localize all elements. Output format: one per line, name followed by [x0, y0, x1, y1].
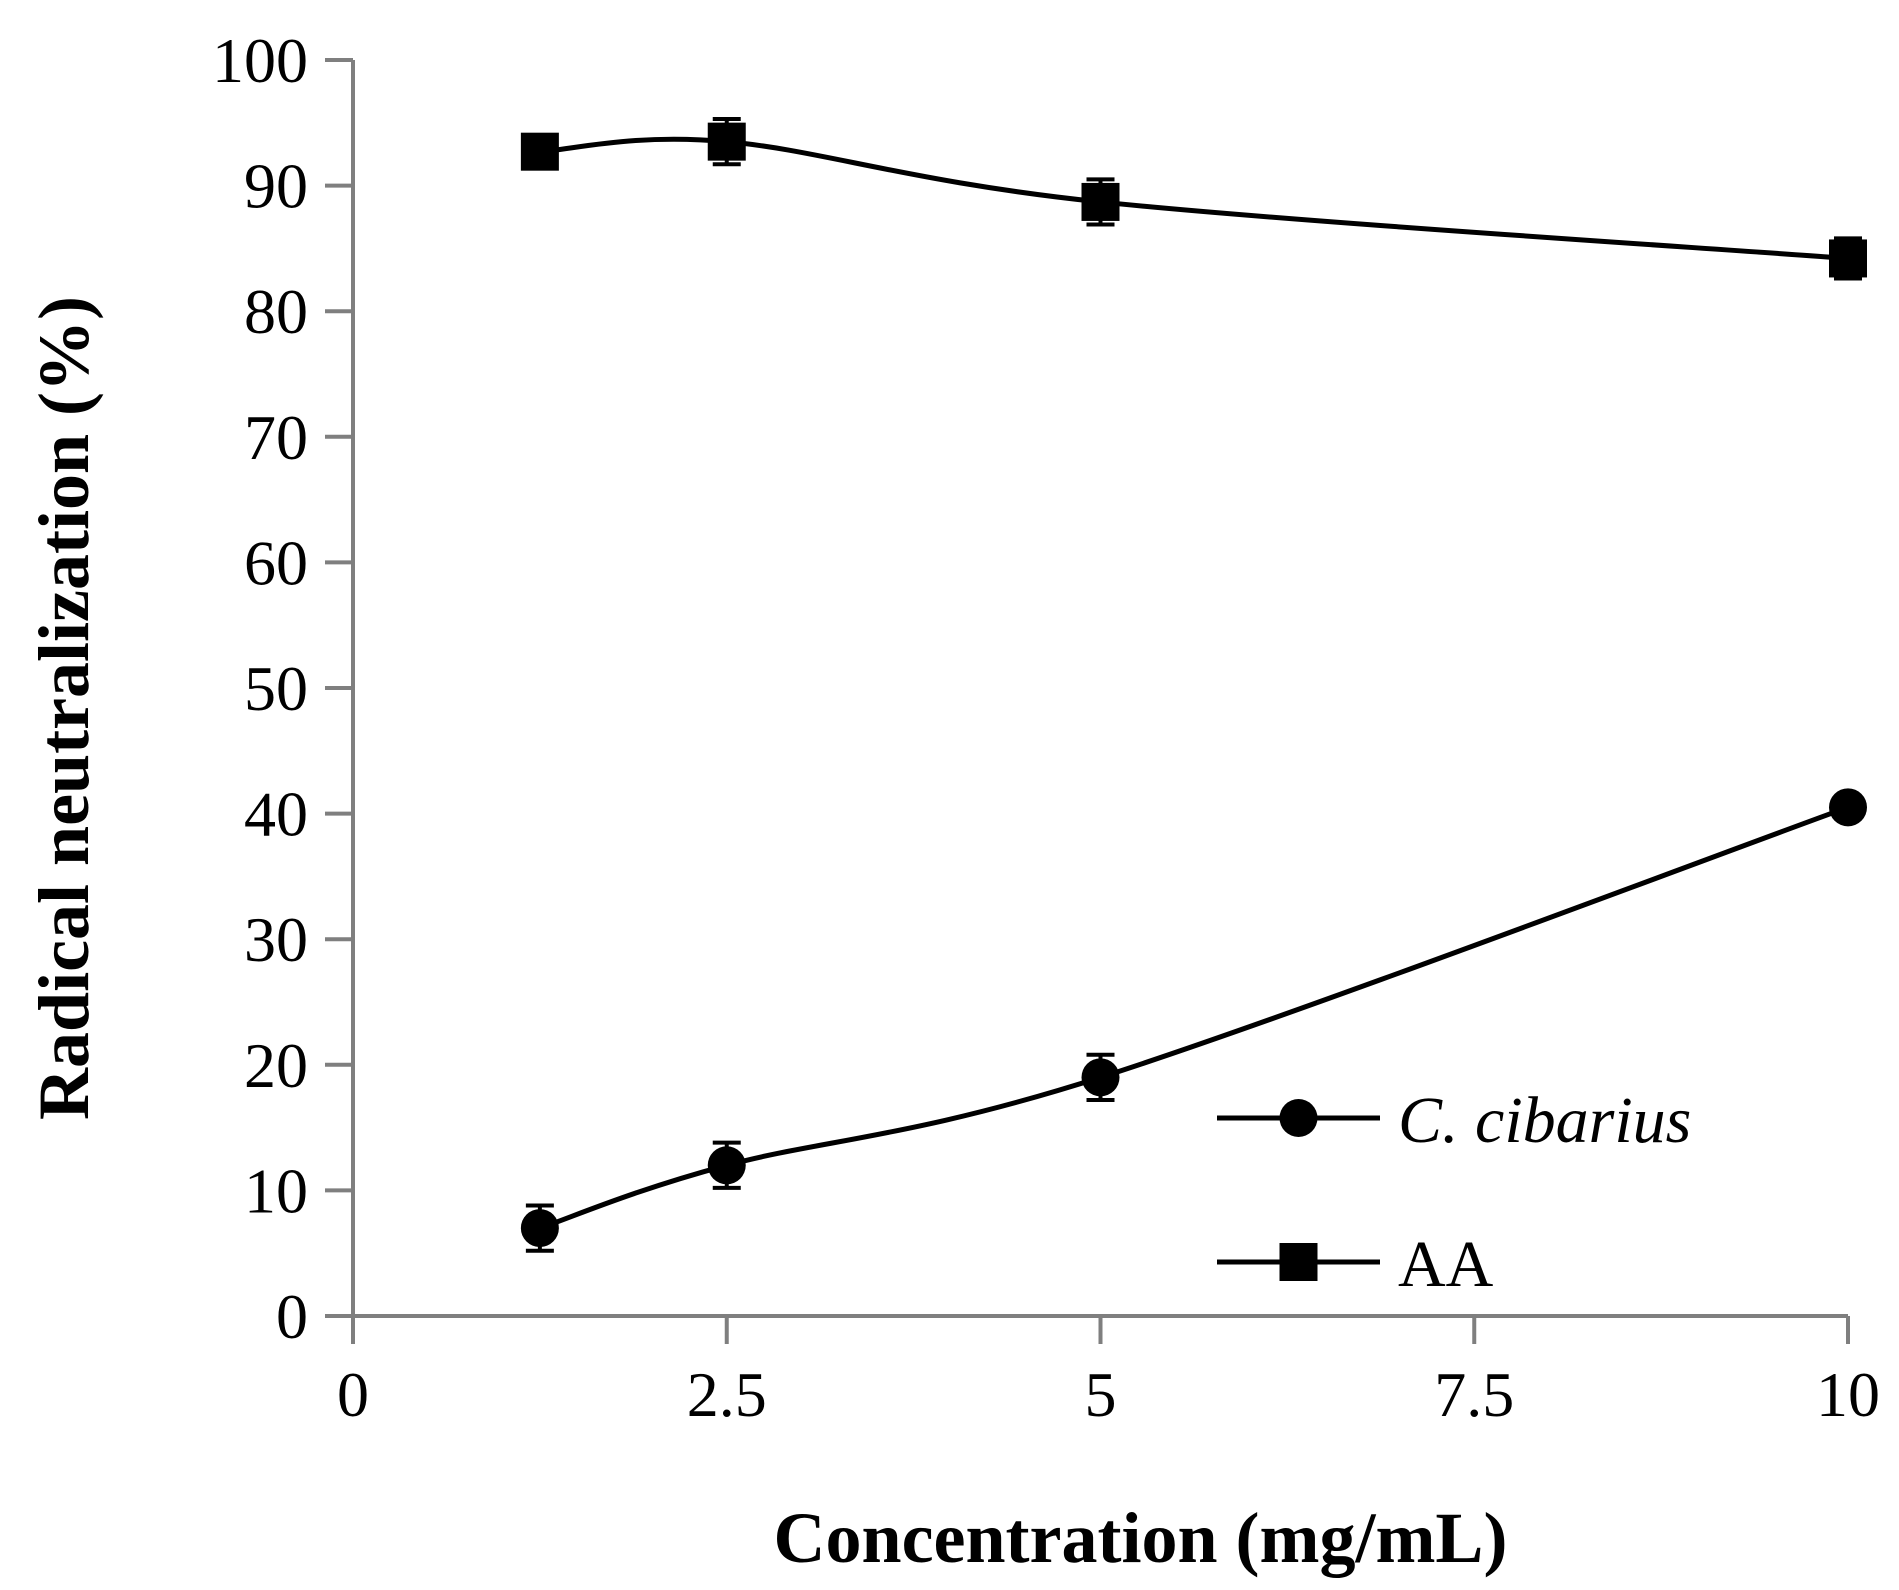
data-point: [1081, 1058, 1120, 1097]
legend-marker: [1279, 1243, 1318, 1281]
legend-marker: [1279, 1099, 1318, 1137]
x-tick-label: 7.5: [1434, 1359, 1514, 1430]
legend-item: AA: [1217, 1228, 1494, 1301]
y-tick-label: 40: [244, 779, 308, 850]
x-axis-title: Concentration (mg/mL): [774, 1498, 1508, 1578]
legend-label: AA: [1398, 1228, 1494, 1301]
data-point: [1829, 239, 1867, 278]
series-line: [539, 804, 1849, 1231]
y-tick-label: 70: [244, 402, 308, 473]
y-tick-label: 100: [212, 25, 308, 96]
legend: C. cibarius AA: [1217, 1084, 1691, 1301]
y-tick-label: 0: [276, 1281, 308, 1352]
axes: 0 10 20 30 40 50 60 70 80 90 100 0 2.5 5 7.5 10: [212, 25, 1880, 1430]
series-line: [539, 136, 1849, 261]
series-layer: [520, 117, 1867, 1253]
data-point: [520, 132, 559, 171]
y-tick-label: 80: [244, 276, 308, 347]
x-tick-label: 5: [1085, 1359, 1117, 1430]
y-tick-label: 20: [244, 1030, 308, 1101]
y-axis-title: Radical neutralization (%): [24, 296, 104, 1120]
x-tick-label: 2.5: [687, 1359, 767, 1430]
y-tick-label: 10: [244, 1155, 308, 1226]
x-tick-label: 0: [337, 1359, 369, 1430]
legend-item: C. cibarius: [1217, 1084, 1691, 1157]
data-point: [707, 122, 746, 161]
y-tick-label: 90: [244, 151, 308, 222]
x-tick-label: 10: [1816, 1359, 1880, 1430]
data-point: [520, 1209, 559, 1248]
y-tick-label: 50: [244, 653, 308, 724]
data-point: [1081, 182, 1120, 221]
series-aa: [520, 117, 1867, 281]
y-tick-label: 30: [244, 904, 308, 975]
series-c-cibarius: [520, 788, 1867, 1253]
data-point: [1829, 788, 1867, 827]
legend-label: C. cibarius: [1398, 1084, 1691, 1157]
y-tick-label: 60: [244, 527, 308, 598]
data-point: [707, 1146, 746, 1185]
